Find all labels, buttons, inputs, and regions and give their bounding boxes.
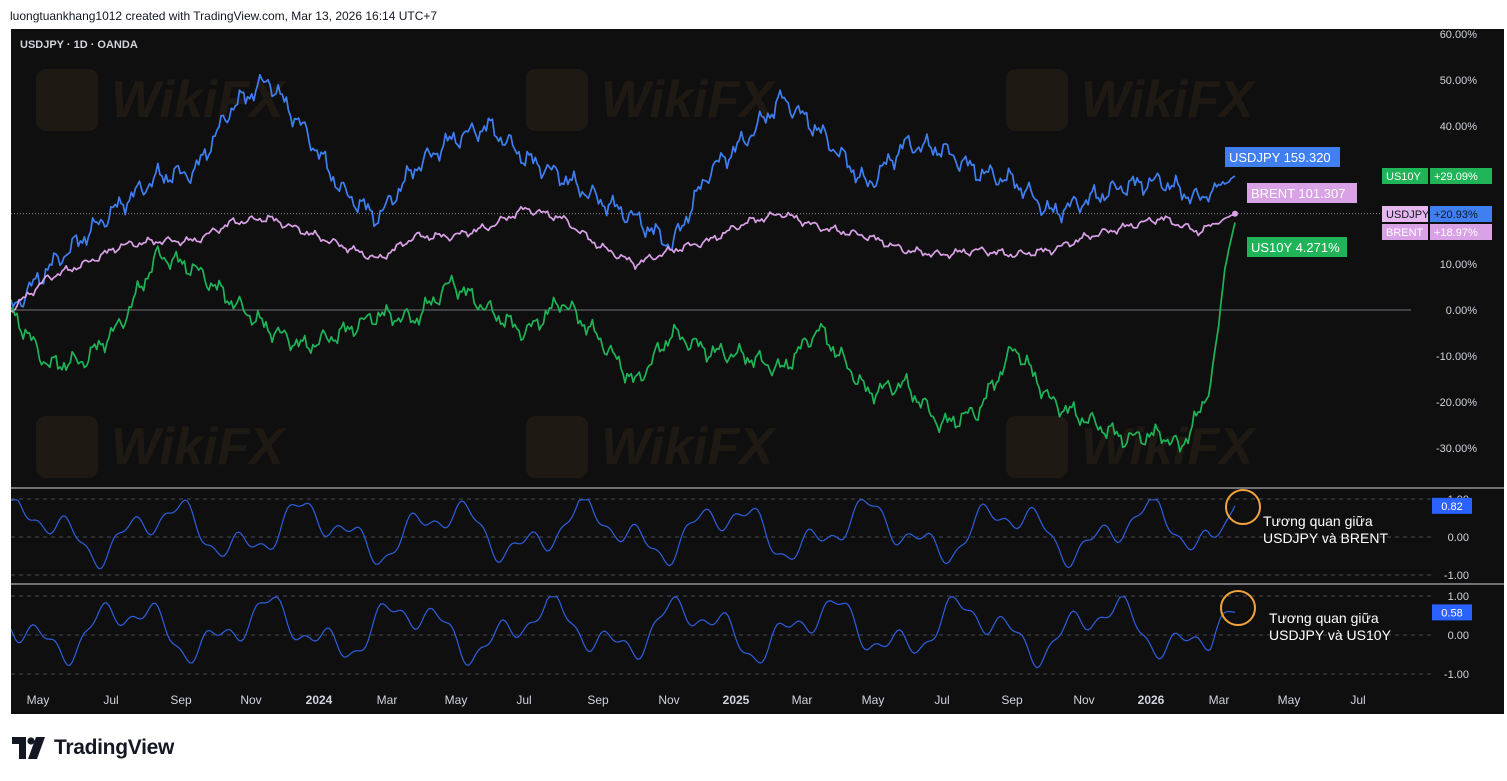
watermark-logo xyxy=(36,69,98,131)
last-value-text-brent: BRENT 101.307 xyxy=(1251,186,1345,201)
watermark-logo xyxy=(1006,69,1068,131)
corr-y-tick-label: 0.00 xyxy=(1448,630,1469,642)
watermark-logo xyxy=(526,69,588,131)
correlation-layer xyxy=(11,499,1236,669)
x-tick-label: May xyxy=(445,693,468,707)
watermark-text: WikiFX xyxy=(1081,71,1257,129)
last-value-tag-brent xyxy=(1247,183,1357,203)
corr-last-value-text: 0.58 xyxy=(1441,607,1462,619)
scale-name-text-brent: BRENT xyxy=(1386,227,1424,239)
wikifx-watermark: WikiFX xyxy=(526,416,777,478)
main-series-layer xyxy=(11,73,1238,453)
x-tick-label: Nov xyxy=(658,693,679,707)
wikifx-watermark: WikiFX xyxy=(36,416,287,478)
y-tick-label: 0.00% xyxy=(1446,305,1477,317)
axis-layer: 60.00%50.00%40.00%30.00%20.00%10.00%0.00… xyxy=(27,29,1478,707)
x-tick-label: May xyxy=(862,693,885,707)
x-tick-label: 2024 xyxy=(306,693,333,707)
x-tick-label: May xyxy=(1278,693,1301,707)
x-tick-label: Jul xyxy=(1350,693,1365,707)
x-tick-label: Sep xyxy=(1001,693,1023,707)
chart-attribution: luongtuankhang1012 created with TradingV… xyxy=(10,9,438,23)
series-line-usdjpy xyxy=(11,73,1236,308)
last-value-text-us10y: US10Y 4.271% xyxy=(1251,240,1340,255)
annotation-line-2: USDJPY và US10Y xyxy=(1269,627,1392,643)
scale-name-badge-brent xyxy=(1382,224,1428,240)
wikifx-watermark: WikiFX xyxy=(1006,416,1257,478)
annotation-line-2: USDJPY và BRENT xyxy=(1263,530,1388,546)
corr-last-value-badge xyxy=(1432,604,1472,621)
x-tick-label: Mar xyxy=(792,693,813,707)
annotation-circle xyxy=(1225,489,1261,525)
annotation-circle xyxy=(1220,590,1256,626)
watermark-layer: WikiFX WikiFX WikiFX WikiFX WikiFX WikiFX xyxy=(36,69,1257,478)
label-layer: USDJPY 159.320 BRENT 101.307 US10Y 4.271% U… xyxy=(1220,147,1492,643)
chart-area[interactable]: WikiFX WikiFX WikiFX WikiFX WikiFX WikiFX 60.… xyxy=(11,29,1504,714)
scale-value-text-us10y: +29.09% xyxy=(1434,171,1478,183)
y-tick-label: -30.00% xyxy=(1436,443,1477,455)
y-tick-label: -20.00% xyxy=(1436,397,1477,409)
last-value-tag-us10y xyxy=(1247,237,1347,257)
x-tick-label: Nov xyxy=(1073,693,1094,707)
x-tick-label: Mar xyxy=(377,693,398,707)
watermark-logo xyxy=(526,416,588,478)
pane-title: USDJPY · 1D · OANDA xyxy=(20,39,138,51)
annotation-line-1: Tương quan giữa xyxy=(1269,610,1379,626)
x-tick-label: May xyxy=(27,693,50,707)
y-tick-label: 60.00% xyxy=(1440,29,1478,41)
corr-y-tick-label: -1.00 xyxy=(1444,570,1469,582)
x-tick-label: Nov xyxy=(240,693,261,707)
x-tick-label: Jul xyxy=(516,693,531,707)
wikifx-watermark: WikiFX xyxy=(36,69,287,131)
annotation-line-1: Tương quan giữa xyxy=(1263,513,1373,529)
corr-y-tick-label: -1.00 xyxy=(1444,669,1469,681)
wikifx-watermark: WikiFX xyxy=(526,69,777,131)
correlation-line xyxy=(11,499,1236,570)
x-tick-label: Sep xyxy=(170,693,192,707)
series-line-us10y xyxy=(11,222,1236,453)
scale-name-badge-usdjpy xyxy=(1382,206,1428,222)
corr-last-value-badge xyxy=(1432,497,1472,514)
scale-name-text-us10y: US10Y xyxy=(1386,171,1422,183)
scale-value-badge-us10y xyxy=(1430,168,1492,184)
watermark-text: WikiFX xyxy=(111,418,287,476)
corr-last-value-text: 0.82 xyxy=(1441,501,1462,513)
chart-svg[interactable]: WikiFX WikiFX WikiFX WikiFX WikiFX WikiFX 60.… xyxy=(11,29,1504,714)
y-tick-label: -10.00% xyxy=(1436,351,1477,363)
x-tick-label: 2026 xyxy=(1138,693,1165,707)
y-tick-label: 40.00% xyxy=(1440,121,1478,133)
scale-value-badge-brent xyxy=(1430,224,1492,240)
watermark-text: WikiFX xyxy=(1081,418,1257,476)
x-tick-label: 2025 xyxy=(723,693,750,707)
watermark-logo xyxy=(1006,416,1068,478)
last-point-marker xyxy=(1232,210,1238,217)
tradingview-wordmark: TradingView xyxy=(54,736,175,759)
watermark-text: WikiFX xyxy=(111,71,287,129)
last-value-text-usdjpy: USDJPY 159.320 xyxy=(1229,150,1331,165)
tradingview-logo-icon xyxy=(12,737,45,759)
scale-value-text-usdjpy: +20.93% xyxy=(1434,209,1478,221)
watermark-text: WikiFX xyxy=(601,71,777,129)
series-line-brent xyxy=(11,205,1236,313)
last-value-tag-usdjpy xyxy=(1225,147,1340,167)
correlation-line xyxy=(11,596,1236,669)
x-tick-label: Sep xyxy=(587,693,609,707)
y-tick-label: 10.00% xyxy=(1440,259,1478,271)
tradingview-logo[interactable]: TradingView xyxy=(12,736,174,760)
scale-value-text-brent: +18.97% xyxy=(1434,227,1478,239)
watermark-logo xyxy=(36,416,98,478)
y-tick-label: 50.00% xyxy=(1440,75,1478,87)
corr-y-tick-label: 1.00 xyxy=(1448,591,1469,603)
scale-name-text-usdjpy: USDJPY xyxy=(1386,209,1430,221)
watermark-text: WikiFX xyxy=(601,418,777,476)
scale-name-badge-us10y xyxy=(1382,168,1428,184)
wikifx-watermark: WikiFX xyxy=(1006,69,1257,131)
corr-y-tick-label: 0.00 xyxy=(1448,532,1469,544)
scale-value-badge-usdjpy xyxy=(1430,206,1492,222)
x-tick-label: Mar xyxy=(1209,693,1230,707)
x-tick-label: Jul xyxy=(103,693,118,707)
x-tick-label: Jul xyxy=(934,693,949,707)
